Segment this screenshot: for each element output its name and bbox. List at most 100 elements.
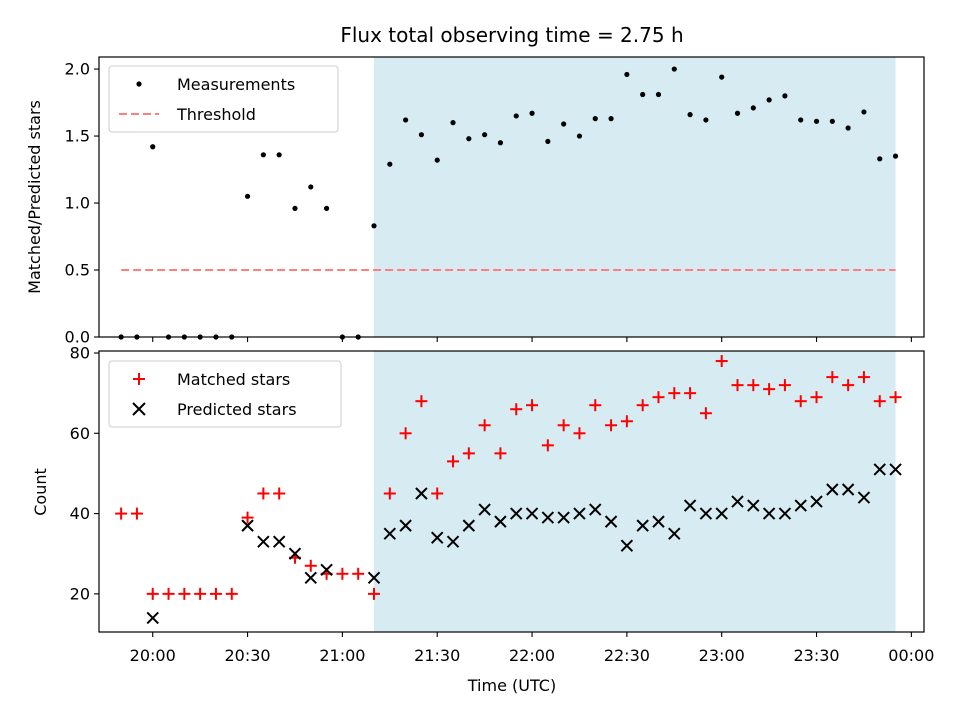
measurement-point	[292, 205, 298, 211]
legend-threshold-label: Threshold	[176, 105, 256, 124]
measurement-point	[782, 93, 788, 99]
bottom-xlabel: Time (UTC)	[467, 676, 556, 695]
matched-star-point	[194, 587, 207, 600]
matched-star-point	[478, 419, 491, 432]
bot-xtick-label: 22:00	[509, 646, 555, 665]
matched-star-point	[352, 567, 365, 580]
predicted-star-point	[841, 483, 855, 496]
matched-star-point	[526, 399, 539, 412]
top-ytick-label: 0.0	[65, 328, 90, 347]
matched-star-point	[225, 587, 238, 600]
matched-star-point	[494, 447, 507, 460]
legend-measurements-marker	[136, 81, 142, 87]
top-shaded-region	[374, 57, 896, 337]
matched-star-point	[605, 419, 618, 432]
bot-ytick-label: 60	[70, 424, 90, 443]
measurement-point	[687, 112, 693, 118]
matched-star-point	[810, 391, 823, 404]
measurement-point	[276, 152, 282, 158]
matched-star-point	[857, 371, 870, 384]
matched-star-point	[731, 379, 744, 392]
matched-star-point	[589, 399, 602, 412]
measurement-point	[861, 109, 867, 115]
top-axis-ticks: 0.0 0.5 1.0 1.5 2.0	[65, 60, 912, 347]
bot-xtick-label: 22:30	[604, 646, 650, 665]
matched-star-point	[273, 487, 286, 500]
bottom-panel: 20 40 60 80 20:00 20:30 21:00 21:30 22:00 22:30 23…	[31, 344, 934, 695]
bottom-data-marks	[115, 355, 902, 625]
top-legend-box	[108, 65, 339, 133]
matched-star-point	[699, 407, 712, 420]
predicted-star-point	[683, 499, 697, 512]
predicted-star-point	[794, 499, 807, 512]
predicted-star-point	[446, 535, 460, 548]
top-ytick-label: 1.0	[65, 194, 90, 213]
matched-star-point	[778, 379, 791, 392]
bot-xtick-label: 21:30	[414, 646, 460, 665]
matched-star-point	[889, 391, 902, 404]
matched-star-point	[130, 507, 143, 520]
matched-star-point	[541, 439, 554, 452]
predicted-star-point	[731, 495, 744, 508]
top-data-marks	[118, 66, 899, 340]
measurement-point	[671, 66, 677, 72]
measurement-point	[624, 71, 630, 78]
measurement-point	[466, 136, 472, 142]
top-legend: Measurements Threshold	[108, 65, 339, 133]
measurement-point	[877, 156, 883, 162]
matched-star-point	[431, 487, 444, 500]
top-ytick-label: 0.5	[65, 261, 90, 280]
matched-star-point	[510, 403, 523, 416]
bot-ytick-label: 80	[70, 344, 90, 363]
matched-star-point	[146, 587, 159, 600]
matched-star-point	[368, 587, 380, 600]
bot-shade-rect	[374, 351, 896, 632]
measurement-point	[592, 116, 598, 122]
measurement-point	[450, 120, 456, 126]
predicted-star-point	[462, 519, 476, 532]
figure-title: Flux total observing time = 2.75 h	[340, 23, 683, 47]
measurement-point	[561, 121, 567, 127]
measurement-point	[892, 153, 899, 159]
legend-matched-marker	[133, 373, 145, 385]
predicted-star-point	[589, 503, 602, 516]
predicted-star-point	[636, 519, 649, 532]
predicted-star-point	[541, 511, 555, 524]
measurement-point	[244, 193, 251, 199]
measurement-point	[387, 161, 393, 167]
bot-xtick-label: 23:00	[699, 646, 745, 665]
bottom-ylabel: Count	[31, 468, 50, 516]
bot-xtick-label: 21:00	[319, 646, 365, 665]
predicted-star-point	[272, 535, 286, 548]
predicted-star-point	[652, 515, 665, 528]
measurement-point	[829, 118, 835, 124]
measurement-point	[418, 132, 425, 138]
predicted-star-point	[383, 527, 397, 540]
top-ytick-label: 1.5	[65, 127, 90, 146]
matched-star-point	[162, 587, 175, 600]
predicted-star-point	[857, 491, 871, 504]
bot-xtick-label: 00:00	[888, 646, 934, 665]
predicted-star-point	[320, 563, 333, 576]
predicted-star-point	[826, 483, 839, 496]
measurement-point	[845, 125, 851, 131]
predicted-star-point	[747, 499, 760, 512]
predicted-star-point	[510, 507, 523, 520]
bottom-axis-ticks: 20 40 60 80 20:00 20:30 21:00 21:30 22:00 22:30 23…	[70, 344, 935, 665]
matched-star-point	[257, 487, 270, 500]
predicted-star-point	[762, 507, 776, 520]
top-ytick-label: 2.0	[65, 60, 90, 79]
measurement-point	[798, 117, 804, 123]
matched-star-point	[209, 587, 222, 600]
measurement-point	[734, 110, 741, 116]
matched-star-point	[620, 415, 633, 428]
matched-star-point	[636, 399, 649, 412]
predicted-star-point	[431, 531, 444, 544]
predicted-star-point	[415, 487, 428, 500]
bottom-shaded-region	[374, 351, 896, 632]
measurement-point	[434, 157, 440, 163]
bot-ytick-label: 40	[70, 504, 90, 523]
matched-star-point	[383, 487, 396, 500]
legend-predicted-label: Predicted stars	[177, 400, 297, 419]
